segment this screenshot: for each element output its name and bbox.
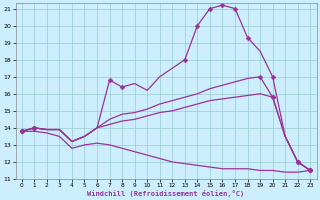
X-axis label: Windchill (Refroidissement éolien,°C): Windchill (Refroidissement éolien,°C) <box>87 190 245 197</box>
